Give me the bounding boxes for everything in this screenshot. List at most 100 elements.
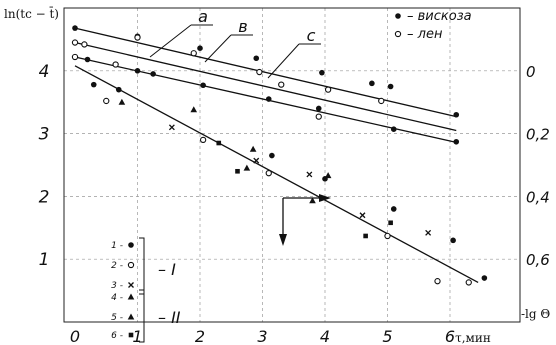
point-filled-square xyxy=(216,140,222,146)
point-open-circle xyxy=(434,278,441,285)
point-open-circle xyxy=(127,261,135,269)
point-open-circle xyxy=(315,113,322,120)
point-cross xyxy=(128,282,134,288)
point-filled-circle xyxy=(450,237,456,244)
right-tick-label: 0,4 xyxy=(526,188,550,206)
point-cross xyxy=(425,229,432,236)
y-tick-label: 1 xyxy=(39,250,50,270)
y-axis-label: ln(tc − t̄) xyxy=(4,5,59,21)
x-tick-label: 2 xyxy=(195,327,205,345)
fit-line-main xyxy=(74,65,479,284)
point-cross xyxy=(306,171,313,178)
group-I-number: 1 - xyxy=(111,241,123,251)
point-open-circle xyxy=(199,136,207,144)
line-label-leader xyxy=(204,34,232,63)
group-II-bracket xyxy=(139,289,145,343)
x-tick-label: 1 xyxy=(132,327,142,345)
point-filled-circle xyxy=(481,275,488,281)
point-filled-triangle xyxy=(243,164,251,171)
labels: 0 1 2 3 4 5 6 τ,мин 1 2 3 4 ln(tc − t̄) 0 0,2 0,4 0,6 -lg… xyxy=(4,5,550,345)
point-filled-triangle xyxy=(118,98,126,105)
point-filled-circle xyxy=(197,45,203,51)
point-open-circle xyxy=(384,232,391,240)
point-open-circle xyxy=(71,53,79,61)
point-filled-square xyxy=(235,168,240,174)
point-filled-circle xyxy=(90,81,97,88)
point-open-circle xyxy=(190,50,197,57)
point-open-circle xyxy=(134,34,141,41)
x-tick-label: 4 xyxy=(320,327,330,345)
x-tick-label: 5 xyxy=(382,327,392,345)
y-tick-label: 2 xyxy=(39,187,50,207)
legend-label: – лен xyxy=(407,27,443,42)
point-open-circle xyxy=(378,97,385,105)
cross-stroke xyxy=(253,157,260,164)
group-I-number: 3 - xyxy=(111,281,123,291)
y-tick-label: 4 xyxy=(39,62,50,82)
point-filled-square xyxy=(388,220,393,226)
point-filled-circle xyxy=(115,86,122,93)
point-filled-circle xyxy=(369,80,375,87)
point-filled-circle xyxy=(315,105,322,112)
point-filled-circle xyxy=(72,25,78,31)
group-II-label: – II xyxy=(158,308,181,327)
point-filled-circle xyxy=(319,69,325,76)
point-open-circle xyxy=(71,39,79,46)
point-filled-circle xyxy=(453,111,460,118)
right-axis-label: -lg Θ xyxy=(521,307,550,321)
right-tick-label: 0 xyxy=(526,63,536,81)
grid xyxy=(64,8,520,322)
point-filled-circle xyxy=(269,152,275,159)
fit-line-в xyxy=(74,41,457,132)
line-label-в: в xyxy=(238,17,247,36)
point-filled-circle xyxy=(390,126,397,133)
group-II-number: 5 - xyxy=(111,313,123,323)
point-open-circle xyxy=(112,61,119,68)
right-tick-label: 0,2 xyxy=(526,126,550,144)
point-open-circle xyxy=(278,81,285,88)
point-filled-circle xyxy=(84,56,91,63)
group-I-label: – I xyxy=(158,260,176,279)
group-II-number: 4 - xyxy=(111,293,123,303)
axes xyxy=(63,7,521,323)
line-label-с: с xyxy=(307,26,316,45)
point-filled-circle xyxy=(390,206,397,212)
x-tick-label: 3 xyxy=(257,327,267,345)
point-filled-circle xyxy=(134,68,141,74)
group-I-number: 2 - xyxy=(111,261,123,271)
point-filled-circle xyxy=(253,55,260,62)
point-filled-square xyxy=(128,332,134,338)
point-open-circle xyxy=(394,30,402,38)
point-filled-triangle xyxy=(127,313,135,320)
group-I-bracket xyxy=(139,237,145,295)
point-filled-square xyxy=(363,233,368,239)
point-filled-circle xyxy=(453,138,460,145)
point-filled-triangle xyxy=(324,172,332,179)
cross-stroke xyxy=(128,282,134,288)
point-filled-triangle xyxy=(309,197,316,204)
fit-lines xyxy=(74,27,479,284)
x-tick-label: 0 xyxy=(70,327,80,345)
point-filled-triangle xyxy=(127,293,135,300)
arrow-right-head xyxy=(319,194,331,202)
plot-frame xyxy=(63,7,521,323)
data-points xyxy=(71,25,488,286)
line-label-leader xyxy=(149,24,192,58)
point-open-circle xyxy=(324,86,332,93)
point-filled-circle xyxy=(265,96,272,102)
cross-stroke xyxy=(306,171,313,178)
point-filled-circle xyxy=(150,71,156,77)
cross-stroke xyxy=(425,229,432,236)
legend-label: – вискоза xyxy=(407,9,472,24)
point-filled-circle xyxy=(387,83,394,90)
point-open-circle xyxy=(465,279,472,286)
point-cross xyxy=(168,124,175,131)
right-tick-label: 0,6 xyxy=(526,251,550,269)
point-filled-triangle xyxy=(190,106,198,113)
point-filled-circle xyxy=(128,242,134,248)
x-tick-label: 6 xyxy=(445,327,455,345)
point-open-circle xyxy=(81,41,88,48)
fit-line-с xyxy=(74,56,457,144)
line-label-leader xyxy=(267,43,300,79)
